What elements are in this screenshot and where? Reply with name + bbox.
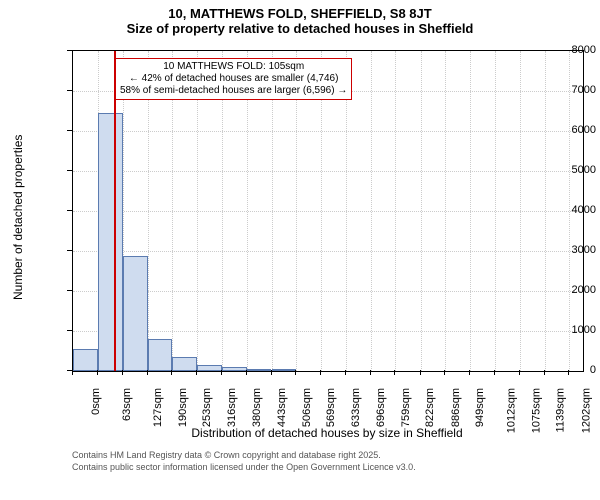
annotation-line-3: 58% of semi-detached houses are larger (… [120,85,347,97]
ytick-label: 7000 [532,84,596,96]
xtick-mark [122,370,123,375]
histogram-bar [172,357,197,371]
xtick-label: 1202sqm [580,388,592,433]
gridline-v [495,51,496,371]
xtick-label: 886sqm [450,388,462,427]
histogram-bar [73,349,98,371]
annotation-line-2: ← 42% of detached houses are smaller (4,… [120,73,347,85]
xtick-label: 253sqm [201,388,213,427]
ytick-label: 8000 [532,44,596,56]
footer-line-1: Contains HM Land Registry data © Crown c… [72,450,381,460]
xtick-mark [394,370,395,375]
xtick-mark [271,370,272,375]
xtick-mark [544,370,545,375]
gridline-h [73,291,583,292]
ytick-mark [67,250,72,251]
ytick-label: 0 [532,364,596,376]
xtick-mark [444,370,445,375]
annotation-box: 10 MATTHEWS FOLD: 105sqm ← 42% of detach… [115,58,352,100]
xtick-label: 696sqm [375,388,387,427]
gridline-v [470,51,471,371]
gridline-v [371,51,372,371]
ytick-label: 6000 [532,124,596,136]
ytick-mark [67,90,72,91]
gridline-v [445,51,446,371]
xtick-label: 759sqm [400,388,412,427]
annotation-line-1: 10 MATTHEWS FOLD: 105sqm [120,61,347,73]
xtick-mark [370,370,371,375]
xtick-mark [97,370,98,375]
xtick-label: 1075sqm [530,388,542,433]
histogram-bar [222,367,247,371]
xtick-mark [147,370,148,375]
xtick-label: 822sqm [425,388,437,427]
ytick-label: 2000 [532,284,596,296]
xtick-label: 63sqm [121,388,133,421]
xtick-mark [221,370,222,375]
ytick-label: 1000 [532,324,596,336]
histogram-bar [197,365,222,371]
xtick-mark [494,370,495,375]
ytick-mark [67,210,72,211]
xtick-label: 506sqm [301,388,313,427]
ytick-mark [67,330,72,331]
y-axis-label: Number of detached properties [11,135,25,300]
xtick-label: 1139sqm [554,388,566,432]
xtick-label: 949sqm [474,388,486,427]
ytick-mark [67,170,72,171]
gridline-h [73,331,583,332]
xtick-label: 0sqm [90,388,102,415]
ytick-label: 3000 [532,244,596,256]
xtick-label: 127sqm [152,388,164,427]
xtick-mark [72,370,73,375]
gridline-h [73,251,583,252]
xtick-mark [295,370,296,375]
xtick-label: 380sqm [251,388,263,427]
xtick-label: 190sqm [177,388,189,427]
chart-container: 10, MATTHEWS FOLD, SHEFFIELD, S8 8JT Siz… [0,0,600,500]
ytick-label: 4000 [532,204,596,216]
ytick-mark [67,130,72,131]
gridline-h [73,211,583,212]
title-line-1: 10, MATTHEWS FOLD, SHEFFIELD, S8 8JT [0,0,600,21]
xtick-mark [196,370,197,375]
xtick-mark [246,370,247,375]
histogram-bar [148,339,173,371]
xtick-label: 316sqm [226,388,238,427]
xtick-mark [568,370,569,375]
gridline-h [73,171,583,172]
gridline-h [73,131,583,132]
footer-line-2: Contains public sector information licen… [72,462,416,472]
xtick-label: 1012sqm [505,388,517,433]
ytick-mark [67,290,72,291]
xtick-mark [519,370,520,375]
xtick-mark [171,370,172,375]
histogram-bar [247,369,272,371]
xtick-label: 569sqm [325,388,337,427]
ytick-mark [67,50,72,51]
xtick-label: 443sqm [276,388,288,427]
gridline-v [520,51,521,371]
histogram-bar [98,113,123,371]
xtick-mark [320,370,321,375]
gridline-v [421,51,422,371]
histogram-bar [123,256,148,371]
xtick-mark [420,370,421,375]
xtick-mark [345,370,346,375]
ytick-label: 5000 [532,164,596,176]
gridline-v [395,51,396,371]
title-line-2: Size of property relative to detached ho… [0,21,600,36]
histogram-bar [272,369,297,371]
xtick-label: 633sqm [350,388,362,427]
xtick-mark [469,370,470,375]
